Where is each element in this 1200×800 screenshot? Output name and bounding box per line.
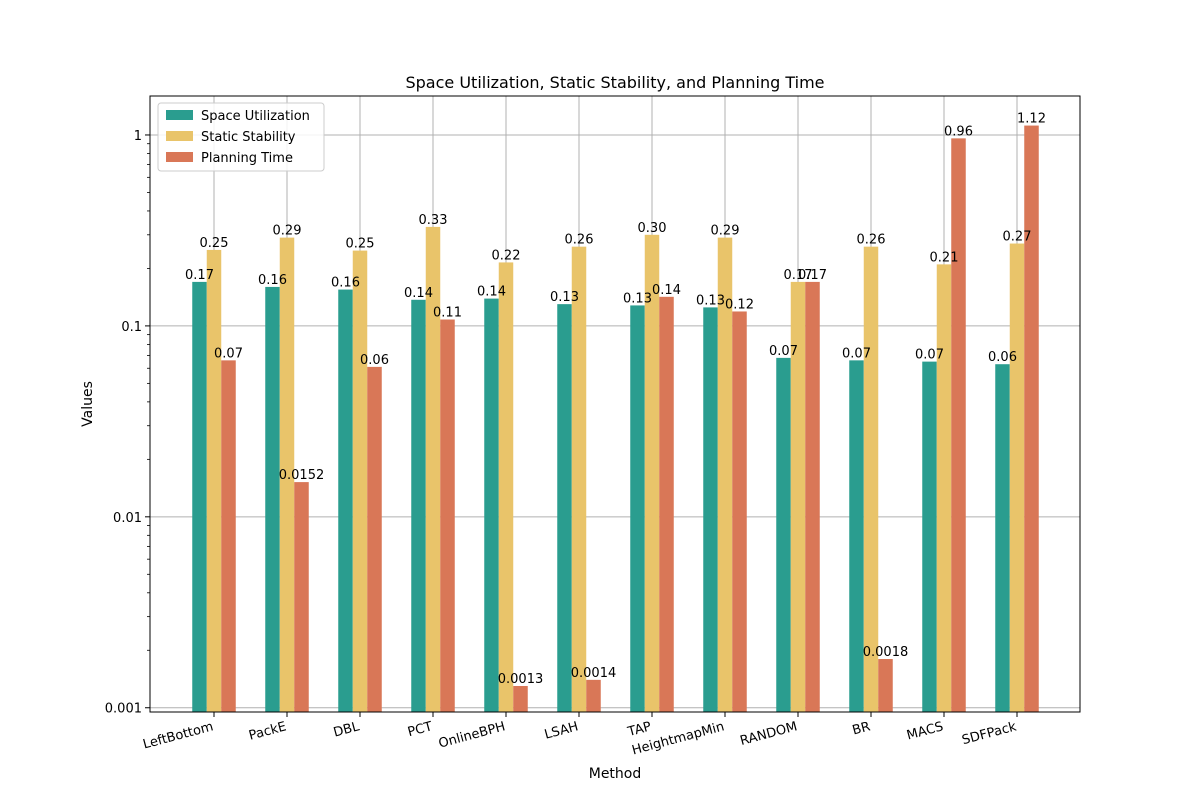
legend-box <box>157 102 325 172</box>
data-label: 0.06 <box>360 353 389 368</box>
data-label: 0.17 <box>798 268 827 283</box>
data-label: 0.0013 <box>498 672 544 687</box>
bar <box>849 360 864 712</box>
data-label: 0.14 <box>404 286 433 301</box>
bar <box>805 281 820 712</box>
bar <box>790 281 806 712</box>
bar <box>659 296 674 712</box>
y-tick-label: 0.001 <box>105 702 142 717</box>
data-label: 0.06 <box>988 350 1017 365</box>
data-label: 0.26 <box>565 233 594 248</box>
data-label: 0.13 <box>623 291 652 306</box>
data-label: 0.07 <box>915 348 944 363</box>
data-label: 0.13 <box>696 293 725 308</box>
bar <box>703 307 718 712</box>
bar <box>440 319 455 712</box>
x-tick-label: PCT <box>406 719 434 740</box>
legend-label: Planning Time <box>201 151 293 166</box>
data-label: 0.14 <box>477 285 506 300</box>
bar <box>644 234 660 712</box>
data-label: 1.12 <box>1017 112 1046 127</box>
bar <box>586 679 601 712</box>
data-label: 0.0018 <box>863 645 909 660</box>
bar <box>411 299 426 712</box>
chart-title: Space Utilization, Static Stability, and… <box>405 73 824 92</box>
bar <box>717 237 733 712</box>
data-label: 0.12 <box>725 297 754 312</box>
bar <box>294 482 309 712</box>
data-label: 0.13 <box>550 290 579 305</box>
data-label: 0.14 <box>652 283 681 298</box>
bar <box>922 361 937 712</box>
x-tick-label: DBL <box>332 719 362 740</box>
bar <box>776 357 791 712</box>
bar <box>863 246 879 712</box>
bar <box>498 262 514 712</box>
legend: Space Utilization Static Stability Plannin… <box>157 102 325 172</box>
bar <box>206 249 222 712</box>
data-label: 0.26 <box>857 233 886 248</box>
x-axis-title: Method <box>589 766 642 782</box>
legend-swatch <box>166 131 193 141</box>
data-label: 0.0152 <box>279 468 325 483</box>
bar <box>192 281 207 712</box>
data-label: 0.17 <box>784 268 813 283</box>
data-label: 0.16 <box>258 273 287 288</box>
bar <box>221 360 236 712</box>
bar <box>338 289 353 712</box>
x-tick-label: TAP <box>625 719 653 740</box>
bar <box>352 250 368 712</box>
data-label: 0.21 <box>930 250 959 265</box>
bar <box>630 305 645 712</box>
x-tick-label: BR <box>851 719 872 738</box>
bar-layer <box>192 125 1039 713</box>
bar <box>951 138 966 712</box>
legend-label: Static Stability <box>201 130 296 145</box>
bar <box>995 364 1010 712</box>
legend-label: Space Utilization <box>201 109 310 124</box>
data-label: 0.22 <box>492 248 521 263</box>
data-label: 0.29 <box>711 224 740 239</box>
bar <box>484 298 499 712</box>
y-tick-label: 1 <box>134 129 142 144</box>
data-label: 0.11 <box>433 306 462 321</box>
data-label-layer: 0.17 0.16 0.160.14 0.14 0.13 0.13 0.130.07 0.07… <box>185 112 1046 687</box>
data-label: 0.07 <box>214 346 243 361</box>
y-tick-label: 0.1 <box>121 320 142 335</box>
y-axis-title: Values <box>80 381 96 427</box>
bar <box>1024 125 1039 713</box>
data-label: 0.96 <box>944 124 973 139</box>
data-label: 0.30 <box>638 221 667 236</box>
bar <box>279 237 295 712</box>
bar <box>513 685 528 712</box>
data-label: 0.33 <box>419 213 448 228</box>
y-tick-label: 0.01 <box>113 511 142 526</box>
data-label: 0.16 <box>331 276 360 291</box>
bar <box>1009 243 1025 712</box>
bar <box>425 226 441 712</box>
bar <box>367 366 382 712</box>
data-label: 0.07 <box>769 344 798 359</box>
bar <box>878 659 893 712</box>
bar <box>732 311 747 712</box>
data-label: 0.25 <box>346 237 375 252</box>
bar <box>571 246 587 712</box>
bar <box>557 304 572 712</box>
data-label: 0.07 <box>842 346 871 361</box>
bar <box>265 286 280 712</box>
data-label: 0.25 <box>200 236 229 251</box>
data-label: 0.27 <box>1003 230 1032 245</box>
data-label: 0.0014 <box>571 666 617 681</box>
data-label: 0.17 <box>185 268 214 283</box>
bar <box>936 264 952 712</box>
plot-frame <box>149 95 1081 713</box>
legend-swatch <box>166 152 193 162</box>
data-label: 0.29 <box>273 224 302 239</box>
legend-swatch <box>166 110 193 120</box>
